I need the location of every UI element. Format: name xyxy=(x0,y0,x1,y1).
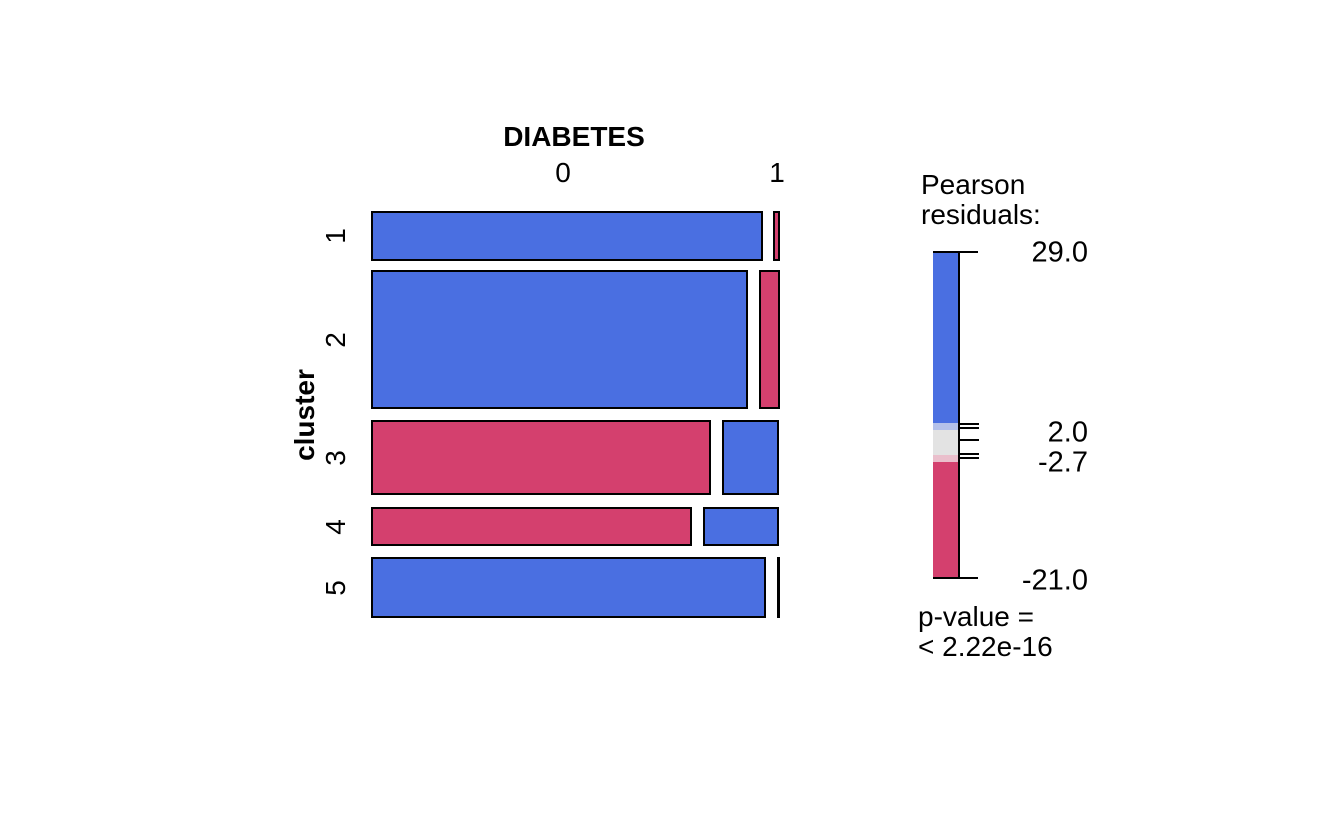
x-axis-tick-label: 0 xyxy=(555,157,571,188)
legend-colorbar-edge xyxy=(958,252,960,578)
legend-colorbar-segment xyxy=(933,455,959,462)
legend-tick-mark xyxy=(960,439,979,441)
legend-tick-mark xyxy=(960,427,979,429)
p-value-line1: p-value = xyxy=(918,601,1034,632)
legend-value-label: -21.0 xyxy=(1021,564,1088,597)
legend-tick-mark xyxy=(960,457,979,459)
tile-cluster1-diabetes1 xyxy=(773,211,780,261)
legend-value-label: 2.0 xyxy=(1047,416,1088,449)
y-axis-tick-label: 4 xyxy=(320,519,351,535)
legend-tick-mark xyxy=(960,423,979,425)
y-axis-tick-label: 1 xyxy=(320,228,351,244)
tile-cluster5-diabetes0 xyxy=(371,557,766,618)
tile-cluster3-diabetes0 xyxy=(371,420,711,495)
legend-colorbar-segment xyxy=(933,252,959,423)
tile-cluster4-diabetes1 xyxy=(703,507,779,546)
tile-cluster2-diabetes0 xyxy=(371,270,748,409)
chart-title: DIABETES xyxy=(503,121,645,152)
legend-colorbar-segment xyxy=(933,430,959,455)
y-axis-tick-label: 3 xyxy=(320,450,351,466)
legend-title: Pearson residuals: xyxy=(921,170,1041,230)
legend-colorbar-segment xyxy=(933,423,959,430)
legend-title-line1: Pearson xyxy=(921,169,1026,200)
y-axis-tick-label: 5 xyxy=(320,580,351,596)
p-value-label: p-value = < 2.22e-16 xyxy=(918,602,1053,662)
x-axis-tick-label: 1 xyxy=(769,157,785,188)
legend-value-label: 29.0 xyxy=(1031,236,1088,269)
legend-value-label: -2.7 xyxy=(1038,446,1088,479)
legend-tick-mark xyxy=(933,577,978,579)
tile-cluster2-diabetes1 xyxy=(759,270,780,409)
y-axis-tick-label: 2 xyxy=(320,332,351,348)
tile-cluster1-diabetes0 xyxy=(371,211,763,261)
legend-title-line2: residuals: xyxy=(921,199,1041,230)
tile-cluster5-diabetes1 xyxy=(777,557,780,618)
tile-cluster3-diabetes1 xyxy=(722,420,779,495)
tile-cluster4-diabetes0 xyxy=(371,507,692,546)
p-value-line2: < 2.22e-16 xyxy=(918,631,1053,662)
legend-tick-mark xyxy=(933,251,978,253)
legend-tick-mark xyxy=(960,453,979,455)
y-axis-title: cluster xyxy=(289,369,320,461)
legend-colorbar-segment xyxy=(933,462,959,578)
